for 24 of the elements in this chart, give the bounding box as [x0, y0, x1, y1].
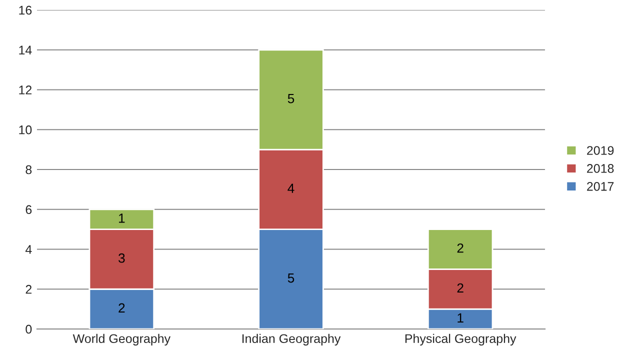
legend-label: 2019 [587, 146, 614, 155]
y-tick-label: 0 [26, 324, 32, 334]
data-label: 5 [288, 273, 294, 283]
data-label: 2 [457, 283, 464, 293]
y-tick-label: 6 [26, 205, 32, 214]
x-tick-label: Indian Geography [242, 334, 341, 346]
x-tick-label: Physical Geography [405, 334, 516, 346]
y-tick-label: 16 [19, 6, 32, 15]
y-tick-label: 4 [25, 245, 32, 254]
y-tick-label: 2 [26, 284, 32, 294]
data-label: 4 [288, 184, 294, 193]
legend-label: 2017 [587, 182, 614, 191]
y-tick-label: 14 [19, 46, 32, 54]
data-label: 2 [118, 303, 125, 312]
x-tick-label: World Geography [72, 334, 171, 346]
y-tick-label: 8 [26, 165, 32, 174]
data-label: 1 [458, 313, 464, 322]
data-label: 5 [288, 94, 294, 104]
legend-label: 2018 [587, 164, 614, 173]
data-label: 2 [457, 243, 464, 253]
y-tick-label: 12 [19, 86, 32, 94]
data-label: 3 [118, 253, 125, 263]
y-tick-label: 10 [19, 125, 32, 134]
data-label: 1 [119, 214, 125, 223]
